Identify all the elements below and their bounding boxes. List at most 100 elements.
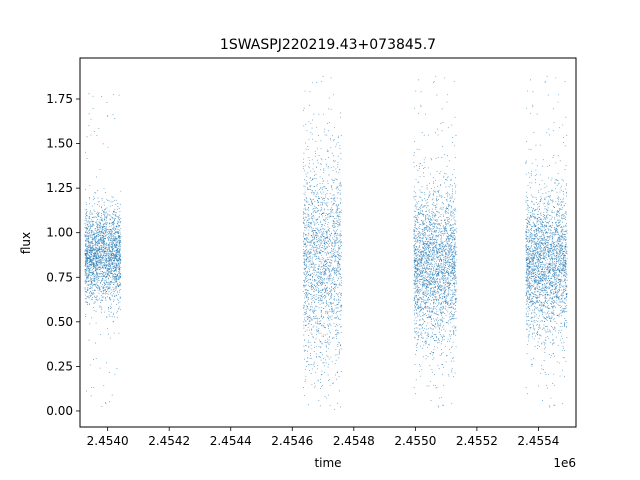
data-point <box>118 266 120 268</box>
data-point <box>303 267 305 269</box>
data-point <box>328 330 330 332</box>
data-point <box>306 316 308 318</box>
data-point <box>98 201 100 202</box>
data-point <box>308 121 310 123</box>
data-point <box>441 246 443 248</box>
data-point <box>87 304 88 306</box>
data-point <box>97 265 99 267</box>
data-point <box>315 305 317 307</box>
data-point <box>415 267 417 269</box>
data-point <box>87 286 89 288</box>
data-point <box>423 299 425 301</box>
data-point <box>453 277 455 279</box>
data-point <box>115 225 117 227</box>
data-point <box>325 342 327 343</box>
data-point <box>337 221 339 223</box>
data-point <box>313 267 315 269</box>
data-point <box>318 323 320 325</box>
data-point <box>87 235 89 237</box>
data-point <box>86 278 88 280</box>
data-point <box>317 228 319 230</box>
data-point <box>321 239 323 241</box>
data-point <box>86 248 88 250</box>
data-point <box>115 276 117 278</box>
data-point <box>321 302 323 304</box>
data-point <box>92 250 93 252</box>
data-point <box>96 233 98 235</box>
data-point <box>306 361 307 363</box>
data-point <box>325 327 327 329</box>
data-point <box>340 294 342 296</box>
data-point <box>103 292 105 294</box>
data-point <box>113 243 115 245</box>
data-point <box>100 248 101 250</box>
data-point <box>417 285 419 287</box>
data-point <box>120 255 121 257</box>
data-point <box>338 248 340 250</box>
data-point <box>331 253 333 255</box>
data-point <box>116 284 118 286</box>
data-point <box>450 264 452 266</box>
data-point <box>100 232 102 234</box>
data-point <box>104 289 106 291</box>
data-point <box>89 259 91 261</box>
data-point <box>90 235 92 237</box>
data-point <box>309 269 310 271</box>
data-point <box>331 245 333 247</box>
data-point <box>109 261 111 263</box>
data-point <box>104 284 106 285</box>
data-point <box>118 271 120 273</box>
data-point <box>85 151 86 153</box>
data-point <box>115 268 116 270</box>
data-point <box>316 286 318 288</box>
data-point <box>304 344 306 346</box>
data-point <box>331 294 333 295</box>
data-point <box>310 216 312 218</box>
data-point <box>305 148 307 150</box>
data-point <box>334 354 336 356</box>
data-point <box>305 179 307 181</box>
data-point <box>104 213 105 215</box>
data-point <box>428 194 430 196</box>
data-point <box>103 258 105 260</box>
data-point <box>115 231 117 233</box>
data-point <box>307 404 309 406</box>
data-point <box>106 291 107 293</box>
data-point <box>109 246 111 248</box>
data-point <box>439 228 441 230</box>
data-point <box>313 215 315 217</box>
data-point <box>90 266 92 268</box>
data-point <box>432 234 434 236</box>
data-point <box>420 206 422 208</box>
data-point <box>324 251 326 253</box>
data-point <box>88 271 90 273</box>
data-point <box>102 237 104 239</box>
data-point <box>335 168 337 170</box>
data-point <box>103 244 105 246</box>
data-point <box>120 236 122 237</box>
data-point <box>116 243 118 245</box>
data-point <box>119 289 121 290</box>
data-point <box>96 227 98 229</box>
data-point <box>109 297 111 299</box>
data-point <box>316 221 318 223</box>
data-point <box>319 246 321 248</box>
data-point <box>331 290 333 292</box>
data-point <box>92 213 94 215</box>
data-point <box>418 112 419 114</box>
data-point <box>311 286 312 288</box>
data-point <box>331 262 333 264</box>
data-point <box>330 240 332 242</box>
data-point <box>87 263 89 265</box>
data-point <box>319 297 321 299</box>
data-point <box>450 360 452 362</box>
data-point <box>322 232 324 234</box>
data-point <box>329 287 330 289</box>
data-point <box>328 230 330 232</box>
data-point <box>334 197 336 199</box>
data-point <box>91 255 93 257</box>
data-point <box>333 239 335 241</box>
data-point <box>419 319 421 321</box>
data-point <box>106 251 107 253</box>
data-point <box>327 150 329 152</box>
